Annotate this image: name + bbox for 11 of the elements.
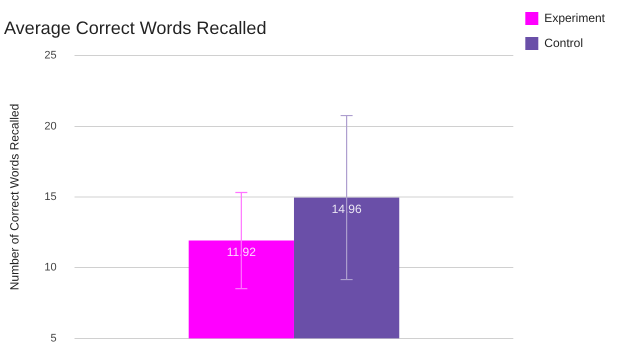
chart-title: Average Correct Words Recalled [4, 18, 266, 38]
y-tick-label: 5 [50, 332, 57, 344]
legend-label: Experiment [544, 10, 606, 25]
y-tick-label: 20 [44, 120, 57, 132]
y-tick-label: 25 [44, 50, 57, 62]
y-tick-label: 15 [44, 191, 57, 204]
y-axis-title: Number of Correct Words Recalled [8, 104, 22, 290]
data-label: 14.96 [332, 202, 362, 216]
y-tick-label: 10 [44, 262, 57, 274]
data-label: 11.92 [226, 244, 256, 259]
legend-label: Control [544, 36, 583, 50]
